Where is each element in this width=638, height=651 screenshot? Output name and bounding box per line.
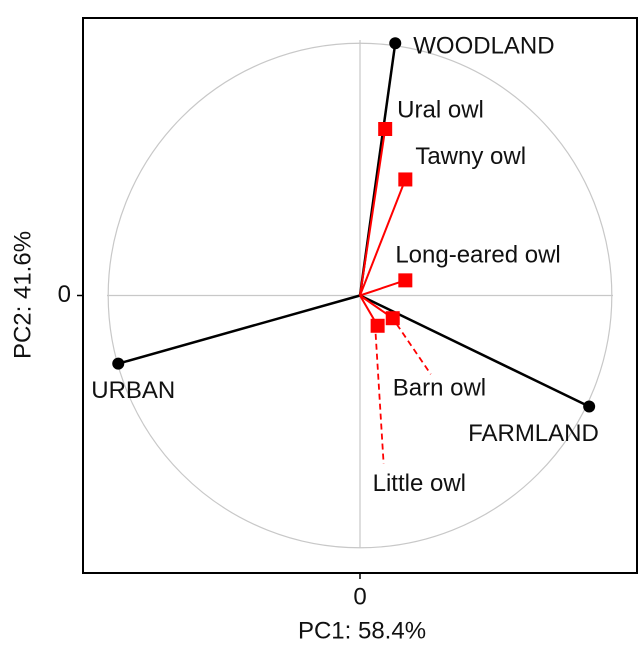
x-tick-label: 0 bbox=[353, 583, 366, 610]
loading-vector bbox=[359, 128, 387, 296]
point-label: FARMLAND bbox=[468, 420, 599, 447]
point-label: URBAN bbox=[91, 377, 175, 404]
point-label: Ural owl bbox=[397, 96, 484, 123]
point bbox=[389, 37, 402, 50]
y-axis-label: PC2: 41.6% bbox=[9, 231, 36, 359]
point-label: Tawny owl bbox=[415, 143, 526, 170]
point bbox=[583, 400, 596, 413]
point bbox=[378, 122, 393, 136]
point bbox=[112, 357, 125, 370]
loading-vector bbox=[359, 179, 407, 296]
point bbox=[398, 172, 413, 187]
plot-frame bbox=[82, 17, 638, 574]
loading-vector bbox=[359, 279, 406, 297]
loading-vector bbox=[117, 294, 361, 365]
point-label: Long-eared owl bbox=[395, 242, 560, 269]
point bbox=[385, 311, 400, 326]
x-axis-label: PC1: 58.4% bbox=[298, 617, 426, 644]
label-leader bbox=[395, 323, 432, 375]
label-leader bbox=[374, 333, 385, 464]
y-tick-label: 0 bbox=[58, 281, 71, 308]
point-label: Little owl bbox=[373, 470, 466, 497]
point-label: Barn owl bbox=[393, 375, 486, 402]
point-label: WOODLAND bbox=[413, 33, 554, 60]
point bbox=[398, 273, 413, 288]
point bbox=[370, 318, 385, 333]
